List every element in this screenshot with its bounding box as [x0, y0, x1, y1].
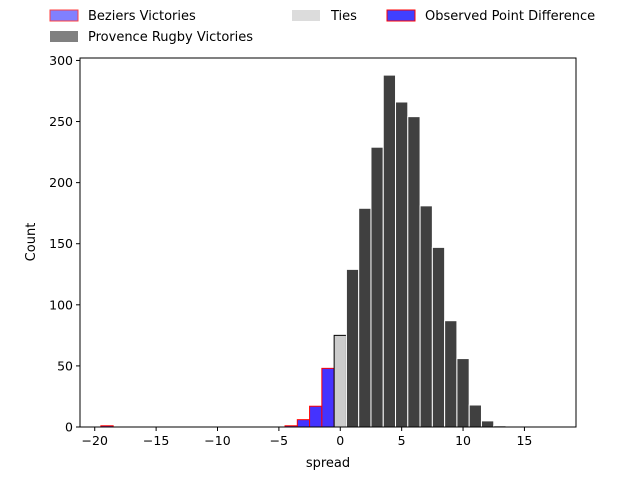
- y-tick-label: 200: [49, 175, 73, 190]
- legend-swatch-provence: [50, 31, 78, 42]
- bar-beziers--2: [309, 405, 323, 428]
- bar-provence-9: [444, 320, 458, 428]
- bar-provence-5: [395, 101, 409, 428]
- y-axis-title: Count: [24, 223, 39, 262]
- bar-provence-7: [419, 205, 433, 428]
- bar-provence-6: [407, 116, 421, 428]
- legend-label-observed: Observed Point Difference: [425, 9, 595, 24]
- bar-provence-1: [345, 268, 360, 428]
- x-axis-title: spread: [306, 456, 350, 471]
- legend-swatch-beziers: [49, 9, 79, 22]
- bar-beziers--3: [296, 419, 311, 428]
- legend-label-provence: Provence Rugby Victories: [88, 30, 253, 45]
- x-tick-label: −20: [82, 433, 108, 448]
- bar-provence-2: [358, 207, 372, 428]
- y-tick-label: 50: [57, 358, 73, 373]
- x-tick-label: −5: [270, 433, 288, 448]
- y-tick-label: 300: [49, 53, 73, 68]
- x-tick-label: 10: [455, 433, 471, 448]
- legend-label-ties: Ties: [330, 9, 357, 24]
- bar-provence-8: [431, 246, 446, 428]
- y-tick-label: 0: [65, 420, 73, 435]
- x-tick-label: −10: [204, 433, 230, 448]
- plot-frame: [79, 57, 577, 428]
- legend-label-beziers: Beziers Victories: [88, 9, 196, 24]
- x-axis-ticks: −20 −15 −10 −5 0 5 10 15: [82, 427, 532, 448]
- y-tick-label: 150: [49, 236, 73, 251]
- legend-swatch-ties: [292, 10, 320, 21]
- x-tick-label: −15: [143, 433, 169, 448]
- y-tick-label: 250: [49, 114, 73, 129]
- bar-provence-4: [382, 74, 397, 428]
- bar-provence-10: [456, 358, 470, 428]
- bar-provence-12: [480, 420, 495, 428]
- bar-provence-11: [468, 404, 482, 428]
- x-tick-label: 0: [336, 433, 344, 448]
- histogram-bars: [100, 74, 507, 428]
- bar-beziers--1: [321, 367, 335, 428]
- y-tick-label: 100: [49, 297, 73, 312]
- bar-ties-0: [333, 334, 347, 428]
- y-axis-ticks: 0 50 100 150 200 250 300: [49, 53, 80, 435]
- legend: Beziers Victories Provence Rugby Victori…: [49, 9, 595, 45]
- bar-provence-3: [370, 146, 384, 428]
- x-tick-label: 15: [516, 433, 532, 448]
- x-tick-label: 5: [398, 433, 406, 448]
- legend-swatch-observed: [386, 9, 416, 22]
